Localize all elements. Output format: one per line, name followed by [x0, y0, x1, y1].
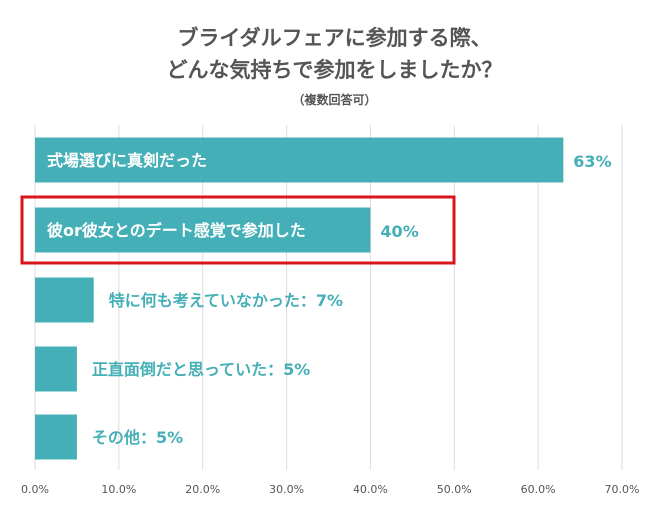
bar-value-label: 63%	[573, 152, 611, 171]
bar	[35, 277, 94, 323]
label-separator: ：	[300, 291, 316, 310]
chart-title-line-1: ブライダルフェアに参加する際、	[177, 26, 492, 50]
bar-category-label: その他：5%	[92, 428, 183, 447]
chart-subtitle: （複数回答可）	[292, 93, 377, 107]
x-tick-label: 70.0%	[605, 483, 640, 496]
x-tick-label: 0.0%	[21, 483, 49, 496]
x-tick-label: 40.0%	[353, 483, 388, 496]
bar	[35, 207, 371, 253]
bar-category-text: 特に何も考えていなかった	[109, 291, 300, 310]
bar-value-label: 7%	[316, 291, 343, 310]
bar-category-label: 特に何も考えていなかった：7%	[109, 291, 343, 310]
bar-category-text: その他	[92, 428, 140, 447]
bar	[35, 137, 564, 183]
label-separator: ：	[140, 428, 156, 447]
bar-category-text: 正直面倒だと思っていた	[92, 360, 267, 379]
bar-category-label: 式場選びに真剣だった	[47, 151, 207, 170]
label-separator: ：	[267, 360, 283, 379]
bar-value-label: 5%	[283, 360, 310, 379]
x-tick-label: 20.0%	[185, 483, 220, 496]
x-tick-label: 30.0%	[269, 483, 304, 496]
bar	[35, 414, 77, 460]
bar-value-label: 40%	[380, 222, 418, 241]
highlight-box	[20, 195, 456, 265]
bar	[35, 346, 77, 392]
bar-category-label: 彼or彼女とのデート感覚で参加した	[47, 221, 306, 240]
bar-category-label: 正直面倒だと思っていた：5%	[92, 360, 310, 379]
x-tick-label: 60.0%	[521, 483, 556, 496]
x-tick-label: 50.0%	[437, 483, 472, 496]
x-tick-label: 10.0%	[101, 483, 136, 496]
bar-value-label: 5%	[156, 428, 183, 447]
chart-title-line-2: どんな気持ちで参加をしましたか？	[166, 58, 503, 82]
